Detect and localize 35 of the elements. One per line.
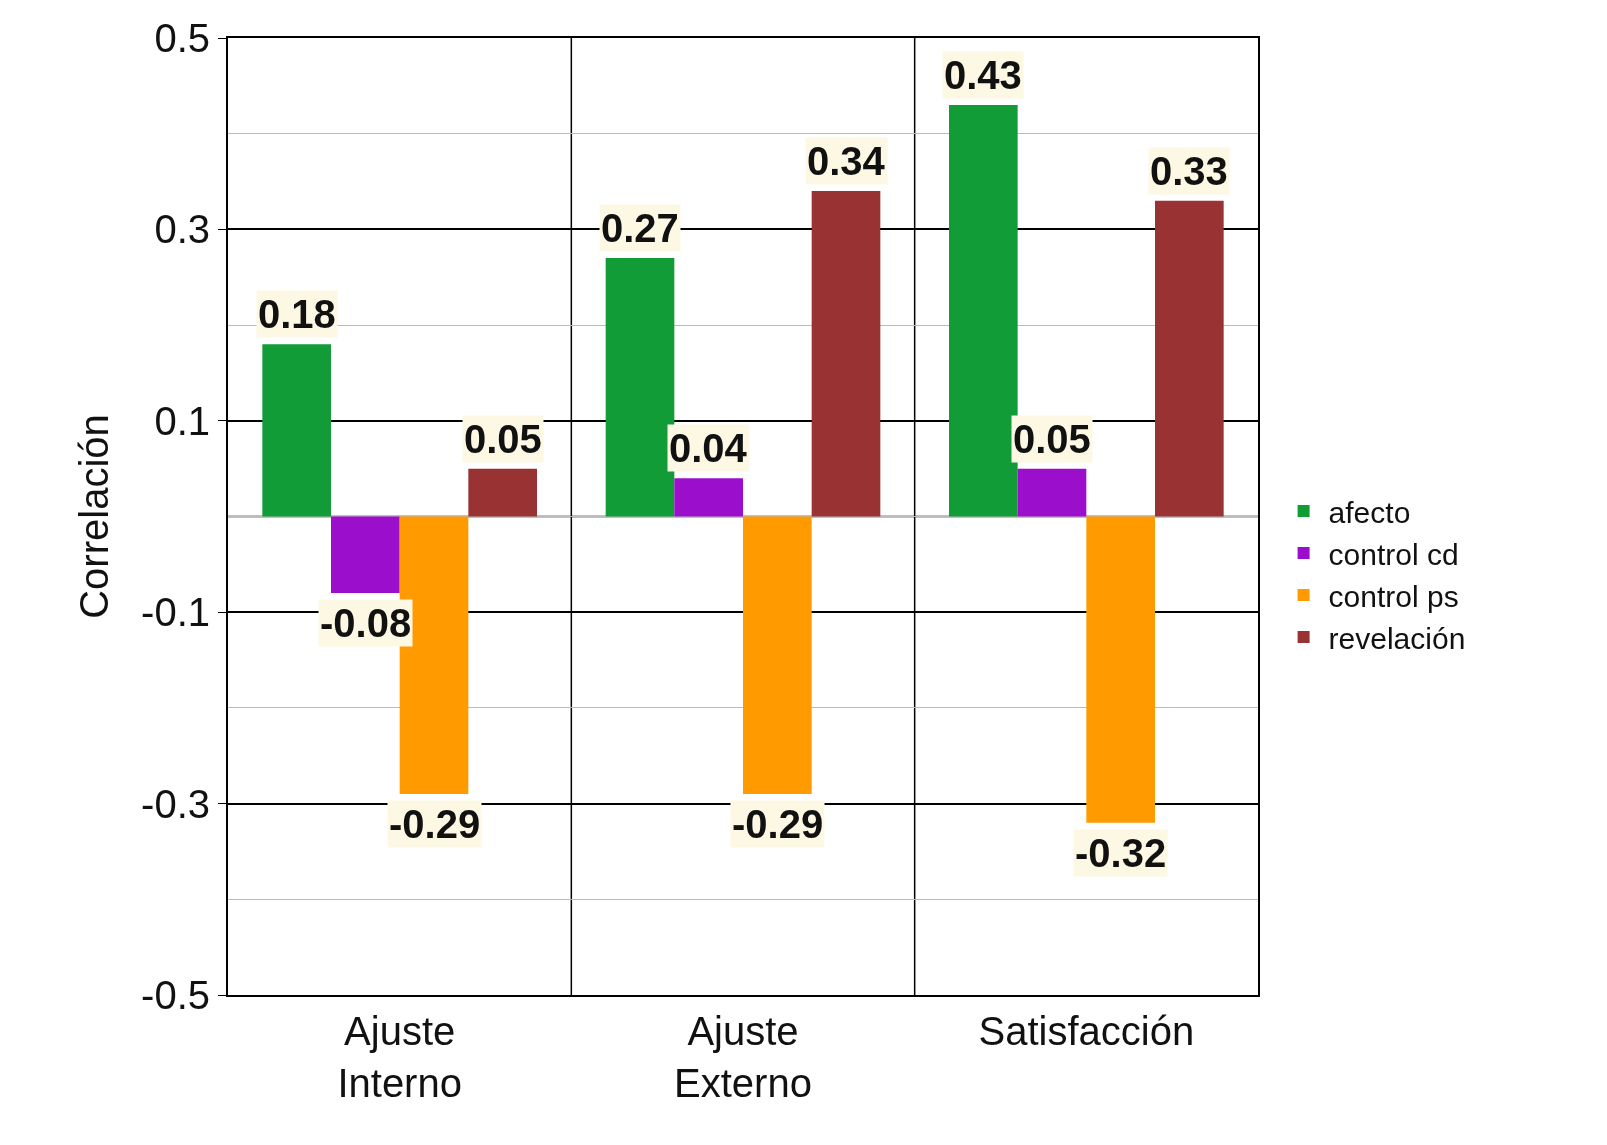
y-tick-label: 0.1 [154,398,210,443]
data-label: 0.04 [669,426,748,470]
bar [811,191,881,517]
data-label: -0.29 [389,802,481,846]
data-label: 0.33 [1150,149,1228,193]
data-label: 0.43 [944,53,1022,97]
bar [1155,200,1224,517]
bar [1017,468,1087,517]
data-label: -0.29 [732,802,824,846]
y-tick-label: -0.1 [141,590,210,635]
y-tick-label: 0.5 [154,16,210,60]
x-tick-label: Ajuste Interno [337,1009,462,1105]
legend-label: revelación [1328,621,1466,655]
bar [262,344,331,517]
legend-label: afecto [1328,495,1411,529]
bar [1086,516,1155,823]
data-label: 0.18 [258,292,336,336]
bar [674,478,743,517]
data-label: -0.08 [320,601,412,645]
y-tick-label: -0.5 [141,973,210,1017]
y-axis-title: Correlación [72,414,117,619]
x-tick-label: Ajuste Externo [674,1009,812,1105]
bar [331,516,400,594]
bar [743,516,812,795]
data-label: 0.05 [1013,417,1091,461]
data-label: 0.05 [464,417,542,461]
y-tick-label: 0.3 [154,207,210,252]
x-tick-label: Satisfacción [978,1009,1195,1053]
y-tick-label: -0.3 [141,781,210,826]
legend-label: control cd [1328,537,1459,571]
bar [468,468,537,517]
data-label: 0.27 [601,206,679,250]
data-label: 0.34 [807,139,886,183]
legend-label: control ps [1328,579,1459,613]
data-label: -0.32 [1075,831,1167,875]
